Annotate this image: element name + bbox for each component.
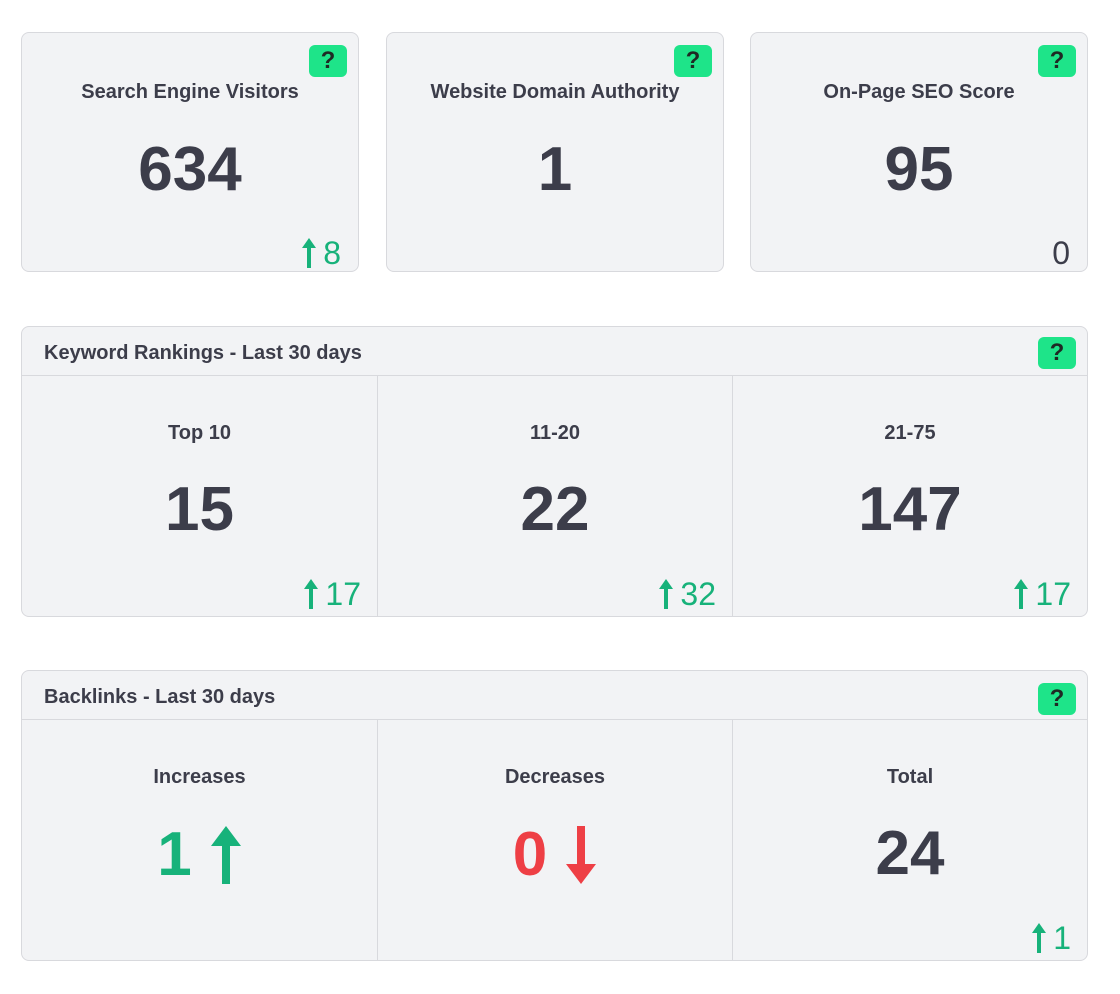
card-title: Search Engine Visitors [81, 81, 299, 103]
panel-header: Backlinks - Last 30 days ? [22, 671, 1087, 720]
arrow-up-icon [210, 826, 241, 884]
cell-delta: 17 [1013, 578, 1071, 610]
cell-value: 147 [858, 475, 962, 544]
backlinks-cell-total: Total 24 1 [732, 720, 1087, 960]
help-button[interactable]: ? [309, 45, 347, 77]
delta-value: 32 [680, 576, 716, 612]
backlinks-cell-decreases: Decreases 0 [377, 720, 732, 960]
backlinks-panel: Backlinks - Last 30 days ? Increases 1 D… [21, 670, 1088, 961]
help-button[interactable]: ? [1038, 45, 1076, 77]
keyword-rankings-panel: Keyword Rankings - Last 30 days ? Top 10… [21, 326, 1088, 617]
card-title: Website Domain Authority [430, 81, 680, 103]
cell-label: Decreases [504, 766, 606, 788]
keyword-cell-11-20: 11-20 22 32 [377, 376, 732, 616]
card-value: 1 [537, 135, 573, 204]
cell-label: Top 10 [168, 422, 231, 444]
help-button[interactable]: ? [1038, 337, 1076, 369]
cell-delta: 32 [658, 578, 716, 610]
cell-value-row: 0 [378, 824, 732, 886]
keyword-cell-top-10: Top 10 15 17 [22, 376, 377, 616]
arrow-up-icon [659, 579, 674, 609]
domain-authority-card: ? Website Domain Authority 1 [386, 32, 724, 272]
card-value: 95 [884, 135, 954, 204]
arrow-down-icon [566, 826, 597, 884]
cell-value: 1 [157, 820, 192, 889]
delta-value: 0 [1052, 235, 1070, 271]
delta-value: 8 [323, 235, 341, 271]
keyword-cell-21-75: 21-75 147 17 [732, 376, 1087, 616]
backlinks-cell-increases: Increases 1 [22, 720, 377, 960]
on-page-seo-score-card: ? On-Page SEO Score 95 0 [750, 32, 1088, 272]
help-button[interactable]: ? [1038, 683, 1076, 715]
delta-value: 1 [1053, 920, 1071, 956]
cell-value: 15 [165, 475, 234, 544]
delta-value: 17 [1035, 576, 1071, 612]
cell-label: Total [886, 766, 934, 788]
search-engine-visitors-card: ? Search Engine Visitors 634 8 [21, 32, 359, 272]
cell-value-row: 1 [22, 824, 377, 886]
panel-title: Keyword Rankings - Last 30 days [44, 342, 362, 364]
card-delta: 0 [1052, 237, 1070, 269]
help-button[interactable]: ? [674, 45, 712, 77]
arrow-up-icon [302, 238, 317, 268]
panel-header: Keyword Rankings - Last 30 days ? [22, 327, 1087, 376]
cell-value: 22 [520, 475, 590, 544]
cell-value: 24 [875, 819, 945, 888]
cell-label: 11-20 [529, 422, 581, 444]
arrow-up-icon [1014, 579, 1029, 609]
cell-delta: 17 [303, 578, 361, 610]
cell-value: 0 [512, 820, 548, 889]
cell-label: Increases [153, 766, 246, 788]
delta-value: 17 [325, 576, 361, 612]
arrow-up-icon [1032, 923, 1047, 953]
arrow-up-icon [304, 579, 319, 609]
panel-title: Backlinks - Last 30 days [44, 686, 276, 708]
card-title: On-Page SEO Score [823, 81, 1015, 103]
card-delta: 8 [301, 237, 341, 269]
cell-delta: 1 [1031, 922, 1071, 954]
cell-label: 21-75 [884, 422, 936, 444]
card-value: 634 [138, 135, 242, 204]
